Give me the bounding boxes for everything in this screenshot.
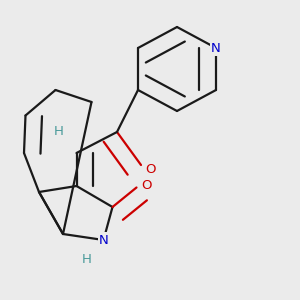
Text: H: H bbox=[82, 253, 92, 266]
Text: O: O bbox=[141, 178, 152, 192]
Text: N: N bbox=[211, 41, 221, 55]
Text: N: N bbox=[99, 233, 108, 247]
Text: H: H bbox=[54, 125, 63, 139]
Text: O: O bbox=[145, 163, 155, 176]
